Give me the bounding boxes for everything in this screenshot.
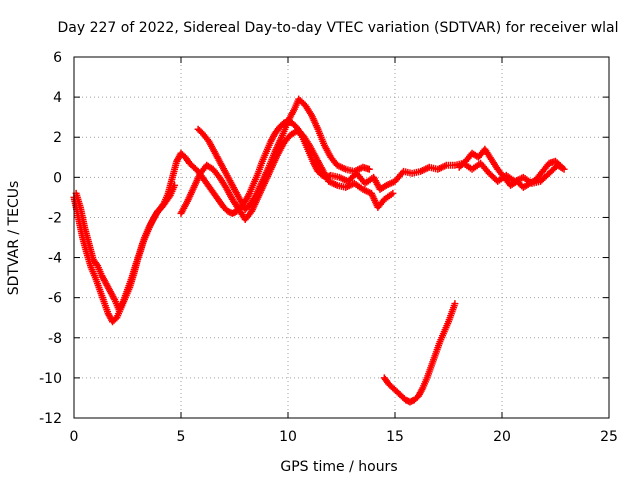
- x-tick-label: 5: [177, 429, 186, 445]
- data-point-marker: [558, 163, 566, 171]
- data-point-marker: [171, 181, 179, 189]
- x-tick-label: 10: [279, 429, 297, 445]
- y-axis-label: SDTVAR / TECUs: [6, 181, 22, 296]
- y-tick-label: -4: [48, 251, 62, 267]
- data-point-marker: [165, 193, 173, 201]
- x-tick-label: 25: [600, 429, 618, 445]
- tick-labels: 0 5 10 15 20 25 -12 -10 -8 -6 -4 -2 0 2 4 6: [39, 50, 618, 445]
- y-tick-label: -2: [48, 210, 62, 226]
- y-tick-label: -8: [48, 331, 62, 347]
- data-point-marker: [365, 165, 373, 173]
- data-points: [70, 95, 568, 406]
- series-late-dip-arc: [380, 300, 459, 406]
- series-late-day-lower: [177, 127, 397, 223]
- x-axis-label: GPS time / hours: [280, 459, 397, 475]
- x-tick-label: 20: [493, 429, 511, 445]
- chart-title: Day 227 of 2022, Sidereal Day-to-day VTE…: [57, 20, 618, 36]
- y-tick-label: 4: [53, 90, 62, 106]
- y-tick-label: 0: [53, 170, 62, 186]
- y-tick-label: 2: [53, 130, 62, 146]
- x-tick-label: 15: [386, 429, 404, 445]
- y-tick-label: -12: [39, 411, 62, 427]
- data-point-marker: [389, 189, 397, 197]
- y-tick-label: -6: [48, 291, 62, 307]
- series-early-morning-second-pass: [72, 181, 179, 314]
- y-tick-label: -10: [39, 371, 62, 387]
- series-afternoon-cluster: [455, 145, 566, 191]
- data-point-marker: [92, 260, 100, 268]
- series-late-day-upper: [194, 95, 373, 213]
- y-tick-label: 6: [53, 50, 62, 66]
- plot-frame: [73, 56, 610, 419]
- x-tick-label: 0: [70, 429, 79, 445]
- data-point-marker: [451, 300, 459, 308]
